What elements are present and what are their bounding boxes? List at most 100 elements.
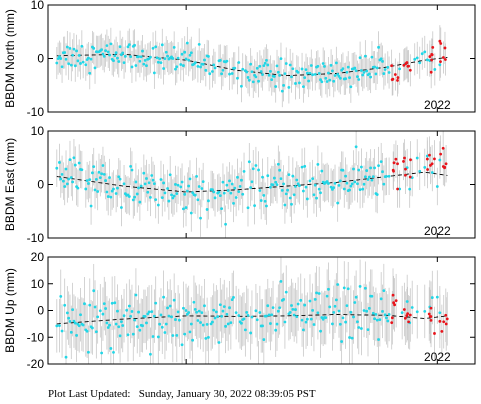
data-point: [291, 307, 295, 311]
data-point: [122, 314, 126, 318]
data-point: [127, 304, 131, 308]
data-point: [205, 208, 209, 211]
data-point: [319, 78, 322, 82]
data-point: [94, 330, 98, 334]
x-tick-label: 2022: [424, 224, 451, 238]
data-point: [123, 54, 127, 58]
data-point: [73, 163, 77, 167]
recent-point: [440, 330, 444, 333]
data-point: [127, 43, 131, 46]
data-point: [232, 296, 235, 299]
recent-point: [430, 58, 433, 62]
data-point: [152, 182, 156, 185]
data-point: [114, 322, 118, 326]
data-point: [354, 69, 358, 73]
recent-point: [429, 306, 433, 310]
data-point: [160, 43, 164, 47]
data-point: [375, 318, 379, 322]
recent-point: [390, 321, 394, 325]
data-point: [353, 301, 357, 304]
data-point: [212, 190, 216, 194]
data-point: [346, 65, 350, 69]
data-point: [308, 71, 312, 75]
data-point: [332, 186, 336, 190]
data-point: [237, 61, 241, 64]
data-point: [141, 324, 144, 328]
data-point: [385, 316, 388, 320]
data-point: [360, 69, 363, 72]
data-point: [188, 177, 192, 181]
data-point: [269, 322, 272, 325]
data-point: [112, 187, 115, 191]
data-point: [102, 173, 106, 176]
data-point: [240, 178, 243, 182]
data-point: [328, 305, 332, 309]
data-point: [279, 57, 283, 61]
data-point: [63, 51, 67, 54]
data-point: [222, 191, 226, 195]
data-point: [102, 302, 106, 306]
data-point: [127, 195, 131, 198]
data-point: [101, 164, 105, 167]
data-point: [386, 319, 390, 323]
data-point: [365, 169, 369, 172]
y-tick-label: 10: [31, 0, 45, 12]
data-point: [262, 194, 266, 197]
data-point: [143, 314, 147, 318]
data-point: [83, 302, 86, 306]
data-point: [327, 182, 330, 185]
data-point: [367, 306, 371, 310]
data-point: [387, 71, 391, 74]
data-point: [362, 309, 366, 312]
data-point: [197, 42, 201, 46]
data-point: [170, 315, 173, 319]
data-point: [65, 45, 69, 49]
data-point: [375, 193, 379, 196]
data-point: [278, 168, 282, 172]
plot-area: [55, 131, 448, 238]
recent-point: [431, 45, 435, 49]
data-point: [84, 63, 88, 67]
data-point: [249, 62, 253, 66]
data-point: [137, 186, 140, 190]
data-point: [261, 324, 264, 328]
data-point: [303, 303, 307, 307]
data-point: [365, 69, 369, 73]
data-point: [218, 59, 222, 62]
data-point: [330, 322, 334, 326]
data-point: [246, 206, 250, 210]
data-point: [313, 72, 317, 76]
data-point: [213, 316, 217, 320]
data-point: [89, 57, 93, 61]
data-point: [294, 184, 297, 188]
data-point: [162, 295, 166, 299]
data-point: [180, 343, 184, 347]
data-point: [316, 162, 320, 166]
data-point: [265, 204, 268, 208]
data-point: [245, 70, 249, 74]
data-point: [243, 328, 247, 332]
data-point: [275, 322, 279, 326]
data-point: [333, 181, 337, 185]
data-point: [232, 201, 235, 205]
data-point: [338, 76, 342, 80]
data-point: [154, 45, 158, 49]
data-point: [166, 187, 169, 190]
data-point: [187, 58, 191, 62]
data-point: [337, 309, 341, 313]
data-point: [149, 55, 152, 59]
data-point: [79, 313, 82, 317]
data-point: [423, 166, 427, 169]
recent-point: [393, 303, 396, 307]
data-point: [172, 46, 176, 49]
data-point: [150, 174, 154, 177]
data-point: [234, 196, 238, 199]
data-point: [150, 310, 154, 314]
data-point: [75, 334, 78, 337]
recent-point: [408, 313, 412, 317]
data-point: [183, 332, 187, 336]
recent-point: [438, 39, 442, 43]
data-point: [430, 296, 434, 299]
data-point: [381, 309, 384, 313]
data-point: [238, 184, 242, 188]
